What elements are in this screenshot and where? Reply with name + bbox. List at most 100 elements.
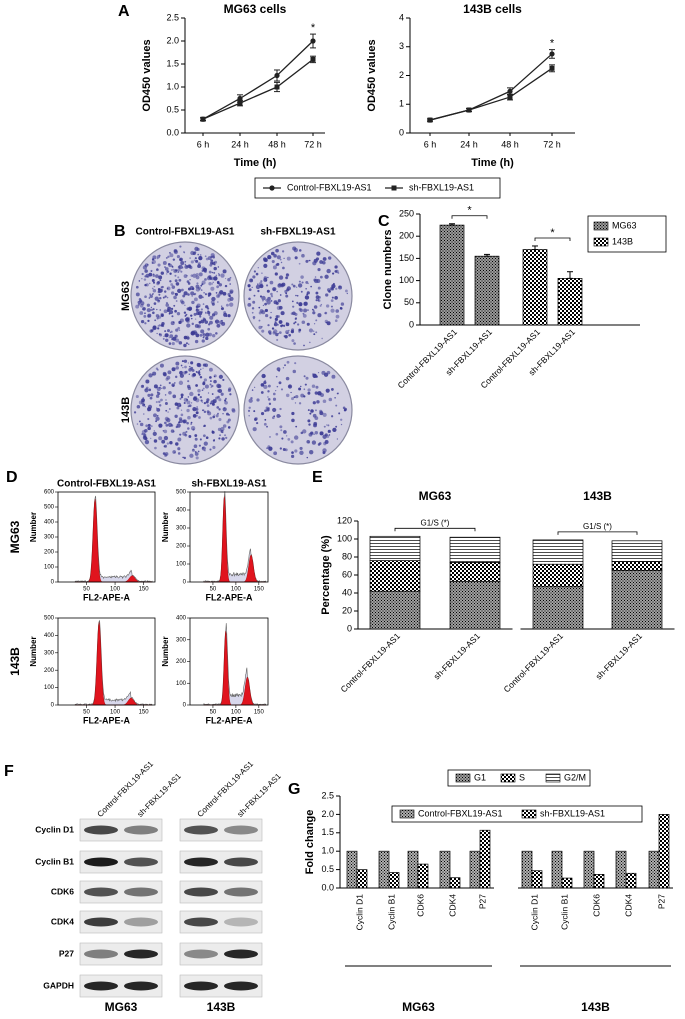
annotation: * — [550, 227, 555, 239]
y-tick-label: 1 — [399, 99, 404, 109]
colony — [266, 408, 270, 412]
colony — [183, 252, 186, 254]
colony — [248, 415, 250, 417]
colony — [309, 449, 314, 455]
colony — [194, 437, 198, 441]
colony — [277, 323, 279, 326]
blot-band — [184, 917, 218, 927]
colony — [298, 280, 301, 283]
colony — [163, 429, 168, 434]
colony — [149, 396, 153, 400]
colony — [174, 334, 178, 338]
colony — [227, 314, 231, 317]
legend-swatch — [500, 773, 516, 783]
colony — [218, 374, 223, 379]
colony — [279, 407, 282, 411]
colony — [156, 308, 158, 311]
colony — [216, 406, 220, 409]
colony — [184, 304, 186, 307]
colony — [143, 435, 146, 438]
row-label: MG63 — [8, 520, 22, 553]
colony — [189, 285, 194, 291]
colony — [265, 313, 269, 318]
colony — [275, 301, 279, 305]
y-tick-label: 80 — [342, 551, 352, 561]
colony — [157, 327, 160, 330]
colony — [192, 273, 197, 278]
colony — [205, 336, 209, 341]
colony — [204, 384, 209, 389]
colony — [171, 383, 175, 387]
colony — [184, 315, 186, 317]
colony — [225, 436, 228, 439]
colony — [161, 387, 163, 390]
colony — [210, 300, 215, 305]
colony — [331, 374, 336, 379]
colony — [252, 300, 256, 304]
colony — [326, 268, 331, 274]
colony — [253, 294, 256, 297]
colony — [183, 456, 186, 460]
colony — [310, 285, 312, 288]
bar — [625, 872, 637, 889]
colony — [275, 248, 279, 253]
column-title: sh-FBXL19-AS1 — [191, 479, 266, 490]
colony — [332, 427, 337, 433]
colony — [218, 418, 222, 422]
colony — [140, 319, 145, 324]
colony — [202, 317, 205, 320]
colony — [303, 308, 308, 313]
colony — [335, 314, 340, 319]
colony — [147, 314, 151, 318]
colony — [152, 281, 156, 284]
colony — [176, 406, 180, 410]
colony — [209, 416, 213, 420]
colony — [253, 270, 257, 273]
colony — [166, 287, 169, 290]
colony — [202, 367, 204, 369]
colony — [164, 333, 169, 338]
blot-band — [124, 825, 158, 835]
bar-segment — [449, 580, 501, 630]
colony — [294, 402, 297, 404]
colony — [136, 423, 139, 425]
colony — [317, 299, 321, 303]
colony — [186, 265, 189, 268]
colony — [150, 425, 153, 428]
colony — [188, 365, 191, 368]
colony — [282, 266, 285, 270]
colony — [212, 439, 216, 442]
colony — [194, 246, 199, 252]
colony — [216, 280, 220, 284]
colony — [198, 255, 203, 261]
colony — [144, 275, 147, 278]
colony — [315, 295, 320, 300]
blot-band — [84, 857, 118, 867]
colony — [247, 302, 252, 307]
colony — [305, 259, 309, 263]
colony — [267, 384, 271, 388]
colony — [271, 259, 275, 264]
colony — [315, 291, 319, 295]
x-axis-label: Time (h) — [471, 157, 514, 169]
colony — [185, 316, 191, 321]
row-label: GAPDH — [43, 980, 74, 990]
colony — [193, 312, 197, 316]
colony — [160, 271, 164, 275]
series-line — [202, 58, 314, 120]
colony — [147, 417, 150, 421]
y-tick-label: 600 — [44, 490, 55, 496]
x-tick-label: CDK6 — [415, 894, 425, 917]
colony — [323, 425, 326, 428]
colony — [190, 426, 196, 431]
colony — [220, 392, 224, 396]
colony — [195, 308, 199, 312]
colony — [162, 371, 167, 376]
colony — [247, 409, 251, 412]
y-tick-label: 500 — [44, 505, 55, 511]
bar — [522, 249, 548, 326]
data-point — [274, 84, 280, 90]
colony — [184, 260, 187, 263]
colony — [209, 320, 213, 325]
colony — [176, 311, 181, 316]
